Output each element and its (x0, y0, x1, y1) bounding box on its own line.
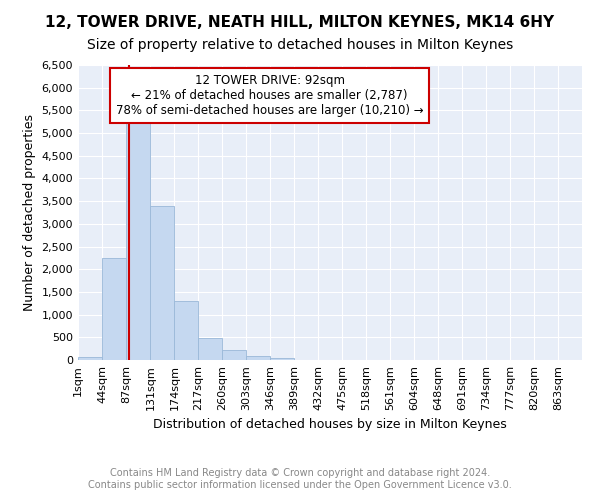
Bar (270, 358, 294, 360)
Bar (246, 356, 270, 360)
Bar (126, 112, 150, 360)
Bar (198, 338, 222, 360)
Text: 12, TOWER DRIVE, NEATH HILL, MILTON KEYNES, MK14 6HY: 12, TOWER DRIVE, NEATH HILL, MILTON KEYN… (46, 15, 554, 30)
Bar (222, 350, 246, 360)
Text: Contains HM Land Registry data © Crown copyright and database right 2024.
Contai: Contains HM Land Registry data © Crown c… (88, 468, 512, 490)
Bar (78, 356, 102, 360)
Y-axis label: Number of detached properties: Number of detached properties (23, 114, 36, 311)
Text: Size of property relative to detached houses in Milton Keynes: Size of property relative to detached ho… (87, 38, 513, 52)
Text: 12 TOWER DRIVE: 92sqm
← 21% of detached houses are smaller (2,787)
78% of semi-d: 12 TOWER DRIVE: 92sqm ← 21% of detached … (116, 74, 424, 117)
Bar (175, 301, 198, 360)
Bar (102, 258, 126, 360)
X-axis label: Distribution of detached houses by size in Milton Keynes: Distribution of detached houses by size … (153, 418, 507, 432)
Bar (151, 206, 175, 360)
